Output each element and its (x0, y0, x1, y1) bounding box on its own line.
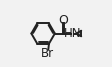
Text: Br: Br (41, 47, 54, 60)
Text: HN: HN (63, 27, 81, 40)
Text: O: O (58, 14, 68, 27)
